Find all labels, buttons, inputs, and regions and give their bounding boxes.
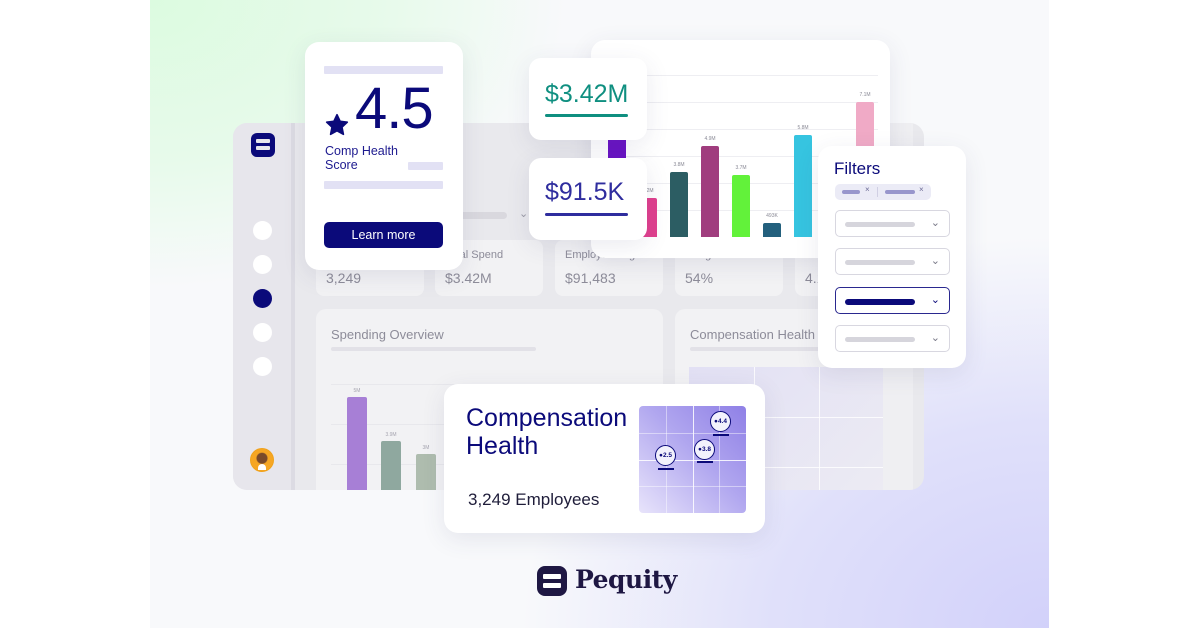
stat-value: $91,483 <box>565 270 616 286</box>
title-line-2: Health <box>466 432 539 460</box>
star-icon <box>325 113 349 136</box>
close-icon[interactable]: × <box>919 185 924 194</box>
bar-label: 2.2M <box>642 188 654 194</box>
title-line-1: Compensation <box>466 404 628 432</box>
filters-panel: Filters × × ⌄ ⌄ ⌄ ⌄ <box>818 146 966 368</box>
chart-bar: 4.9M <box>701 136 719 237</box>
chart-bar: 3.8M <box>670 162 688 237</box>
bar-label: 3M <box>422 445 430 451</box>
chevron-down-icon: ⌄ <box>519 208 529 220</box>
score-value: 4.5 <box>355 76 434 141</box>
bar-label: 493K <box>766 213 778 219</box>
stat-value: 3,249 <box>326 270 362 286</box>
sidebar-item-1[interactable] <box>253 221 272 240</box>
score-label: Comp Health Score <box>325 144 398 172</box>
avatar[interactable] <box>250 448 274 472</box>
chart-bar: 3M <box>416 445 436 490</box>
bar-label: 4.9M <box>704 136 716 142</box>
filter-select-3-active[interactable]: ⌄ <box>835 287 950 314</box>
chevron-down-icon: ⌄ <box>930 217 940 229</box>
chart-bar: 3.7M <box>732 165 750 237</box>
comp-health-score-card: 4.5 Comp Health Score Learn more <box>305 42 463 270</box>
select-placeholder <box>845 260 915 265</box>
panel-title: Spending Overview <box>331 327 444 342</box>
filter-chips: × × <box>835 184 931 200</box>
brand-name: Pequity <box>575 565 677 594</box>
filter-chip-2[interactable] <box>885 190 915 194</box>
select-placeholder <box>845 222 915 227</box>
stat-value: $3.42M <box>445 270 492 286</box>
gridline <box>609 102 878 103</box>
sidebar-item-5[interactable] <box>253 357 272 376</box>
bubble-underline <box>697 461 713 463</box>
filter-select-1[interactable]: ⌄ <box>835 210 950 237</box>
select-value <box>845 299 915 305</box>
chart-bar: 3.9M <box>381 432 401 490</box>
select-placeholder <box>845 337 915 342</box>
bubble-underline <box>713 434 729 436</box>
gridline <box>609 75 878 76</box>
panel-title: Compensation Health <box>690 327 816 342</box>
comp-health-heatmap: ●2.5 ●3.8 ●4.4 <box>639 406 746 513</box>
bar-label: 7.1M <box>859 92 871 98</box>
bar-label: 3.8M <box>673 162 685 168</box>
stat-value: 54% <box>685 270 714 286</box>
gridline <box>609 156 878 157</box>
bar-label: 5M <box>353 388 361 394</box>
bar-label: 3.9M <box>385 432 397 438</box>
pequity-logo-icon[interactable] <box>251 133 275 157</box>
average-metric-card: $91.5K <box>529 158 647 240</box>
filters-title: Filters <box>834 159 881 178</box>
metric-underline <box>545 114 628 117</box>
chart-bar: 5M <box>347 388 367 490</box>
filter-select-4[interactable]: ⌄ <box>835 325 950 352</box>
chart-bar: 5.8M <box>794 125 812 237</box>
sidebar-item-3[interactable] <box>253 289 272 308</box>
filter-chip-1[interactable] <box>842 190 860 194</box>
sidebar-item-2[interactable] <box>253 255 272 274</box>
chevron-down-icon: ⌄ <box>930 332 940 344</box>
bar-label: 3.7M <box>735 165 747 171</box>
total-spend-value: $3.42M <box>545 80 629 108</box>
chevron-down-icon: ⌄ <box>930 294 940 306</box>
comp-health-title: Compensation Health <box>466 404 627 460</box>
sidebar <box>233 123 295 490</box>
gridline <box>609 129 878 130</box>
score-bubble[interactable]: ●2.5 <box>655 445 676 466</box>
pequity-logo-icon <box>537 566 567 596</box>
sidebar-item-4[interactable] <box>253 323 272 342</box>
bubble-underline <box>658 468 674 470</box>
total-spend-metric-card: $3.42M <box>529 58 647 140</box>
metric-underline <box>545 213 628 216</box>
employee-count: 3,249 Employees <box>468 490 600 509</box>
score-bubble[interactable]: ●3.8 <box>694 439 715 460</box>
compensation-health-card: Compensation Health 3,249 Employees ●2.5… <box>444 384 765 533</box>
chevron-down-icon: ⌄ <box>930 255 940 267</box>
chip-divider <box>877 187 878 197</box>
placeholder-bar <box>324 66 443 74</box>
placeholder-bar <box>408 162 443 170</box>
header-dropdown[interactable]: ⌄ <box>453 206 543 226</box>
close-icon[interactable]: × <box>865 185 870 194</box>
filter-select-2[interactable]: ⌄ <box>835 248 950 275</box>
score-bubble[interactable]: ●4.4 <box>710 411 731 432</box>
panel-subtitle-placeholder <box>331 347 536 351</box>
learn-more-button[interactable]: Learn more <box>324 222 443 248</box>
average-value: $91.5K <box>545 178 625 206</box>
placeholder-bar <box>324 181 443 189</box>
panel-subtitle-placeholder <box>690 347 875 351</box>
dropdown-placeholder <box>457 212 507 219</box>
chart-bar: 493K <box>763 213 781 237</box>
bar-label: 5.8M <box>797 125 809 131</box>
